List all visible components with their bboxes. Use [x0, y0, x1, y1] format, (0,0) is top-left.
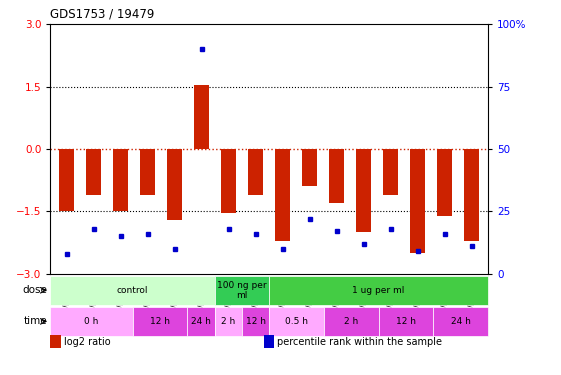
Bar — [383, 149, 398, 195]
Bar — [113, 149, 128, 211]
Text: dose: dose — [23, 285, 48, 295]
Bar — [167, 149, 182, 220]
Text: 0 h: 0 h — [84, 317, 99, 326]
Bar — [302, 149, 317, 186]
Bar — [222, 149, 236, 213]
Text: 12 h: 12 h — [396, 317, 416, 326]
Bar — [86, 149, 101, 195]
Bar — [329, 149, 344, 203]
Text: 24 h: 24 h — [451, 317, 471, 326]
Bar — [411, 149, 425, 253]
Text: 2 h: 2 h — [344, 317, 358, 326]
Text: 24 h: 24 h — [191, 317, 211, 326]
Bar — [438, 149, 452, 216]
Text: 2 h: 2 h — [221, 317, 236, 326]
Text: 0.5 h: 0.5 h — [285, 317, 308, 326]
Text: 100 ng per
ml: 100 ng per ml — [217, 280, 266, 300]
Bar — [59, 149, 74, 211]
Text: 1 ug per ml: 1 ug per ml — [352, 286, 405, 295]
Text: GDS1753 / 19479: GDS1753 / 19479 — [50, 8, 155, 21]
Text: time: time — [24, 316, 48, 326]
Text: control: control — [117, 286, 148, 295]
Bar — [275, 149, 290, 240]
Bar — [194, 85, 209, 149]
Bar — [356, 149, 371, 232]
Bar — [249, 149, 263, 195]
Text: log2 ratio: log2 ratio — [64, 338, 111, 347]
Bar — [465, 149, 479, 240]
Bar — [140, 149, 155, 195]
Text: 12 h: 12 h — [246, 317, 265, 326]
Text: percentile rank within the sample: percentile rank within the sample — [277, 338, 442, 347]
Text: 12 h: 12 h — [150, 317, 170, 326]
